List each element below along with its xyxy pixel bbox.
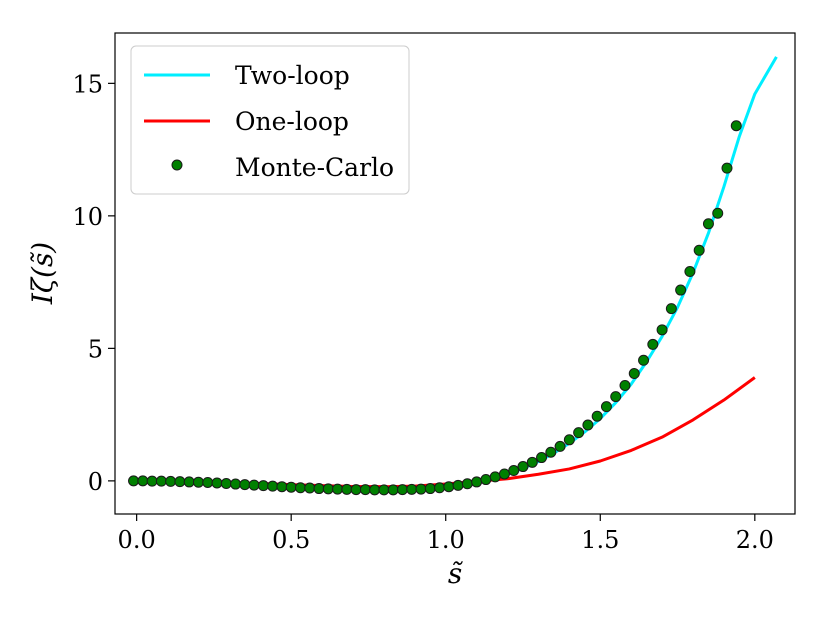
data-point (480, 474, 492, 486)
y-tick-label: 15 (72, 70, 103, 98)
data-point (304, 482, 316, 494)
data-point (378, 484, 390, 496)
x-tick-label: 2.0 (736, 526, 774, 554)
data-point (128, 475, 140, 487)
data-point (721, 162, 733, 174)
data-point (508, 465, 520, 477)
data-point (396, 484, 408, 496)
data-point (443, 481, 455, 493)
x-tick-label: 1.5 (581, 526, 619, 554)
data-point (675, 284, 687, 296)
legend-label-two-loop: Two-loop (235, 61, 350, 90)
data-point (202, 476, 214, 488)
data-point (359, 484, 371, 496)
data-point (146, 475, 158, 487)
data-point (582, 419, 594, 431)
data-point (647, 338, 659, 350)
data-point (220, 478, 232, 490)
data-point (489, 471, 501, 483)
data-point (610, 391, 622, 403)
x-axis-label: s̃ (448, 557, 464, 590)
data-point (406, 483, 418, 495)
data-point (294, 482, 306, 494)
data-point (461, 478, 473, 490)
data-point (591, 410, 603, 422)
data-point (628, 368, 640, 380)
data-point (276, 481, 288, 493)
x-tick-label: 0.0 (118, 526, 156, 554)
data-point (693, 244, 705, 256)
data-point (600, 401, 612, 413)
data-point (192, 476, 204, 488)
plot-frame (114, 32, 796, 515)
data-point (526, 456, 538, 468)
y-axis-label: Iζ(s̃) (26, 242, 59, 305)
data-point (498, 468, 510, 480)
data-point (424, 483, 436, 495)
data-point (415, 483, 427, 495)
data-point (257, 480, 269, 492)
x-tick-label: 0.5 (272, 526, 310, 554)
data-point (638, 354, 650, 366)
x-tick-label: 1.0 (427, 526, 465, 554)
data-point (387, 484, 399, 496)
data-point (313, 483, 325, 495)
legend-label-one-loop: One-loop (235, 107, 349, 136)
data-point (656, 324, 668, 336)
series-points-monte-carlo (128, 120, 742, 496)
data-point (434, 482, 446, 494)
data-point (183, 476, 195, 488)
x-axis: 0.0 0.5 1.0 1.5 2.0 (118, 514, 774, 554)
data-point (341, 483, 353, 495)
data-point (369, 484, 381, 496)
series-layer (128, 56, 778, 496)
data-point (730, 120, 742, 132)
y-tick-label: 10 (72, 203, 103, 231)
data-point (137, 475, 149, 487)
data-point (230, 478, 242, 490)
data-point (267, 480, 279, 492)
data-point (165, 475, 177, 487)
data-point (174, 476, 186, 488)
data-point (619, 379, 631, 391)
data-point (517, 461, 529, 473)
data-point (554, 440, 566, 452)
data-point (536, 452, 548, 464)
data-point (471, 476, 483, 488)
data-point (563, 434, 575, 446)
y-tick-label: 5 (88, 335, 103, 363)
data-point (545, 446, 557, 458)
data-point (285, 481, 297, 493)
data-point (239, 479, 251, 491)
legend: Two-loop One-loop Monte-Carlo (130, 45, 410, 195)
data-point (350, 484, 362, 496)
data-point (211, 477, 223, 489)
y-axis: 0 5 10 15 (72, 70, 115, 496)
data-point (702, 218, 714, 230)
data-point (332, 483, 344, 495)
data-point (155, 475, 167, 487)
legend-box (130, 45, 410, 195)
legend-label-monte-carlo: Monte-Carlo (235, 153, 394, 182)
data-point (684, 266, 696, 278)
data-point (712, 207, 724, 219)
data-point (665, 303, 677, 315)
data-point (248, 479, 260, 491)
y-tick-label: 0 (88, 468, 103, 496)
legend-marker-monte-carlo (171, 159, 183, 171)
data-point (452, 479, 464, 491)
data-point (322, 483, 334, 495)
data-point (573, 427, 585, 439)
